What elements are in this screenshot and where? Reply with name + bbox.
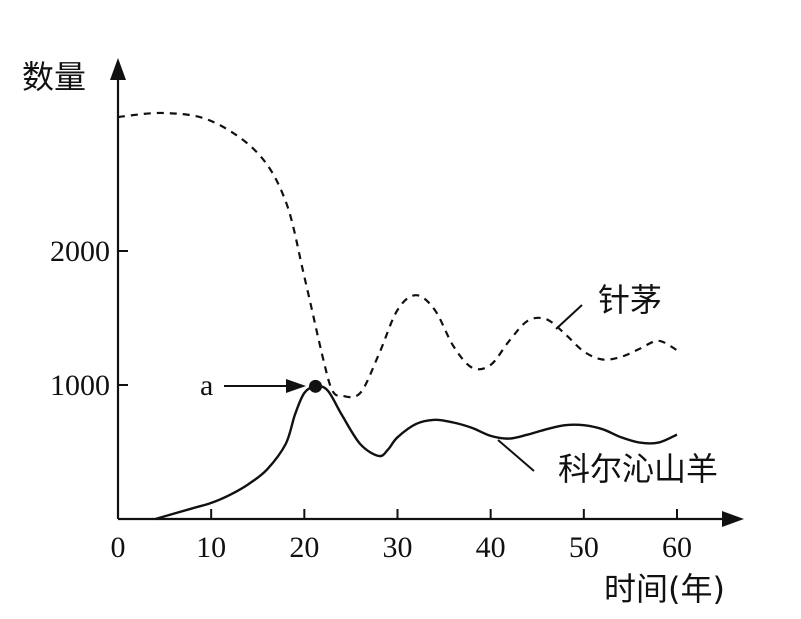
x-tick-label: 40 <box>476 531 506 564</box>
x-tick-label: 20 <box>289 531 319 564</box>
x-tick-label: 10 <box>196 531 226 564</box>
x-tick-label: 60 <box>662 531 692 564</box>
annotation-arrow-head <box>286 379 306 393</box>
x-ticks: 0 10 20 30 40 50 60 <box>111 509 692 564</box>
goat-leader-line <box>497 439 535 472</box>
y-ticks: 1000 2000 <box>50 235 128 402</box>
y-tick-label: 1000 <box>50 369 110 402</box>
y-axis-arrow <box>110 58 126 80</box>
needlegrass-line <box>117 111 678 399</box>
x-axis-arrow <box>722 511 744 527</box>
y-tick-label: 2000 <box>50 235 110 268</box>
series-label-needlegrass: 针茅 <box>598 281 662 319</box>
y-axis-label: 数量 <box>22 58 86 96</box>
x-axis-label: 时间(年) <box>604 570 725 608</box>
x-tick-label: 30 <box>383 531 413 564</box>
x-tick-label: 50 <box>569 531 599 564</box>
annotation-point-a <box>309 379 323 393</box>
annotation-label-a: a <box>200 369 213 402</box>
series-label-goat: 科尔沁山羊 <box>558 450 718 488</box>
needlegrass-leader-line <box>555 304 583 330</box>
series-layer <box>117 111 678 521</box>
goat-line <box>154 384 678 521</box>
x-tick-label: 0 <box>111 531 126 564</box>
